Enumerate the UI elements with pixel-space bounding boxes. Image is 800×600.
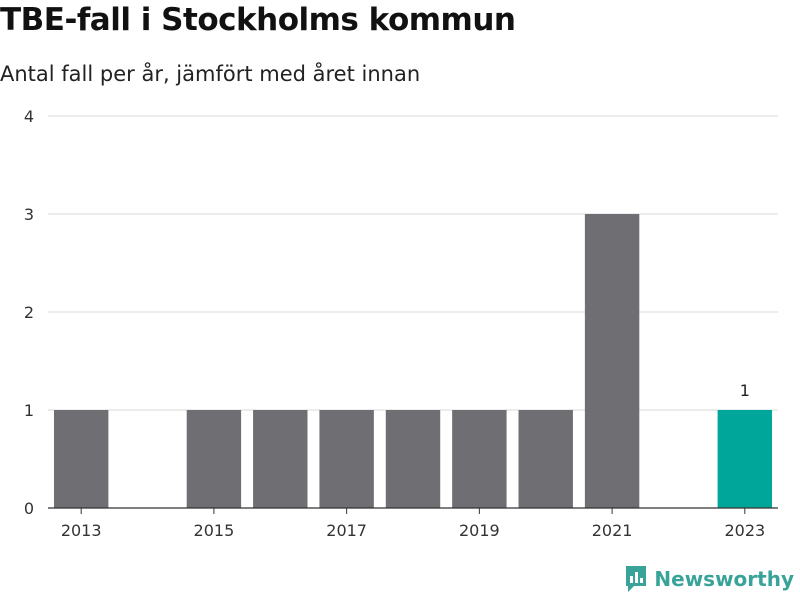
bar-2013 xyxy=(53,410,109,508)
bar-2023 xyxy=(717,410,773,508)
gridlines xyxy=(48,115,778,411)
bar-2020 xyxy=(518,410,573,508)
bar-2021 xyxy=(584,214,640,508)
bar-2015 xyxy=(186,410,242,508)
labels: 0 1 2 3 4 2013 2015 2017 2019 2021 2023 1 xyxy=(24,107,765,540)
y-tick-label-0: 0 xyxy=(24,499,34,518)
chart-title: TBE-fall i Stockholms kommun xyxy=(0,2,516,38)
brand-name: Newsworthy xyxy=(654,567,794,591)
brand-logo: Newsworthy xyxy=(624,564,794,594)
data-label-2023: 1 xyxy=(740,381,750,400)
x-tick-label-2023: 2023 xyxy=(724,521,765,540)
y-tick-label-1: 1 xyxy=(24,401,34,420)
bar-2018 xyxy=(385,410,441,508)
x-tick-label-2015: 2015 xyxy=(194,521,235,540)
bar-2016 xyxy=(253,410,308,508)
chart-subtitle: Antal fall per år, jämfört med året inna… xyxy=(0,62,421,86)
y-tick-label-2: 2 xyxy=(24,303,34,322)
axes xyxy=(48,507,778,514)
y-tick-label-3: 3 xyxy=(24,205,34,224)
x-tick-label-2019: 2019 xyxy=(459,521,500,540)
bar-2019 xyxy=(452,410,507,508)
x-tick-label-2013: 2013 xyxy=(61,521,102,540)
bars xyxy=(53,214,773,508)
y-tick-label-4: 4 xyxy=(24,107,34,126)
bar-2017 xyxy=(319,410,374,508)
newsworthy-logo-icon xyxy=(626,566,647,592)
x-tick-label-2021: 2021 xyxy=(592,521,633,540)
x-tick-label-2017: 2017 xyxy=(326,521,367,540)
